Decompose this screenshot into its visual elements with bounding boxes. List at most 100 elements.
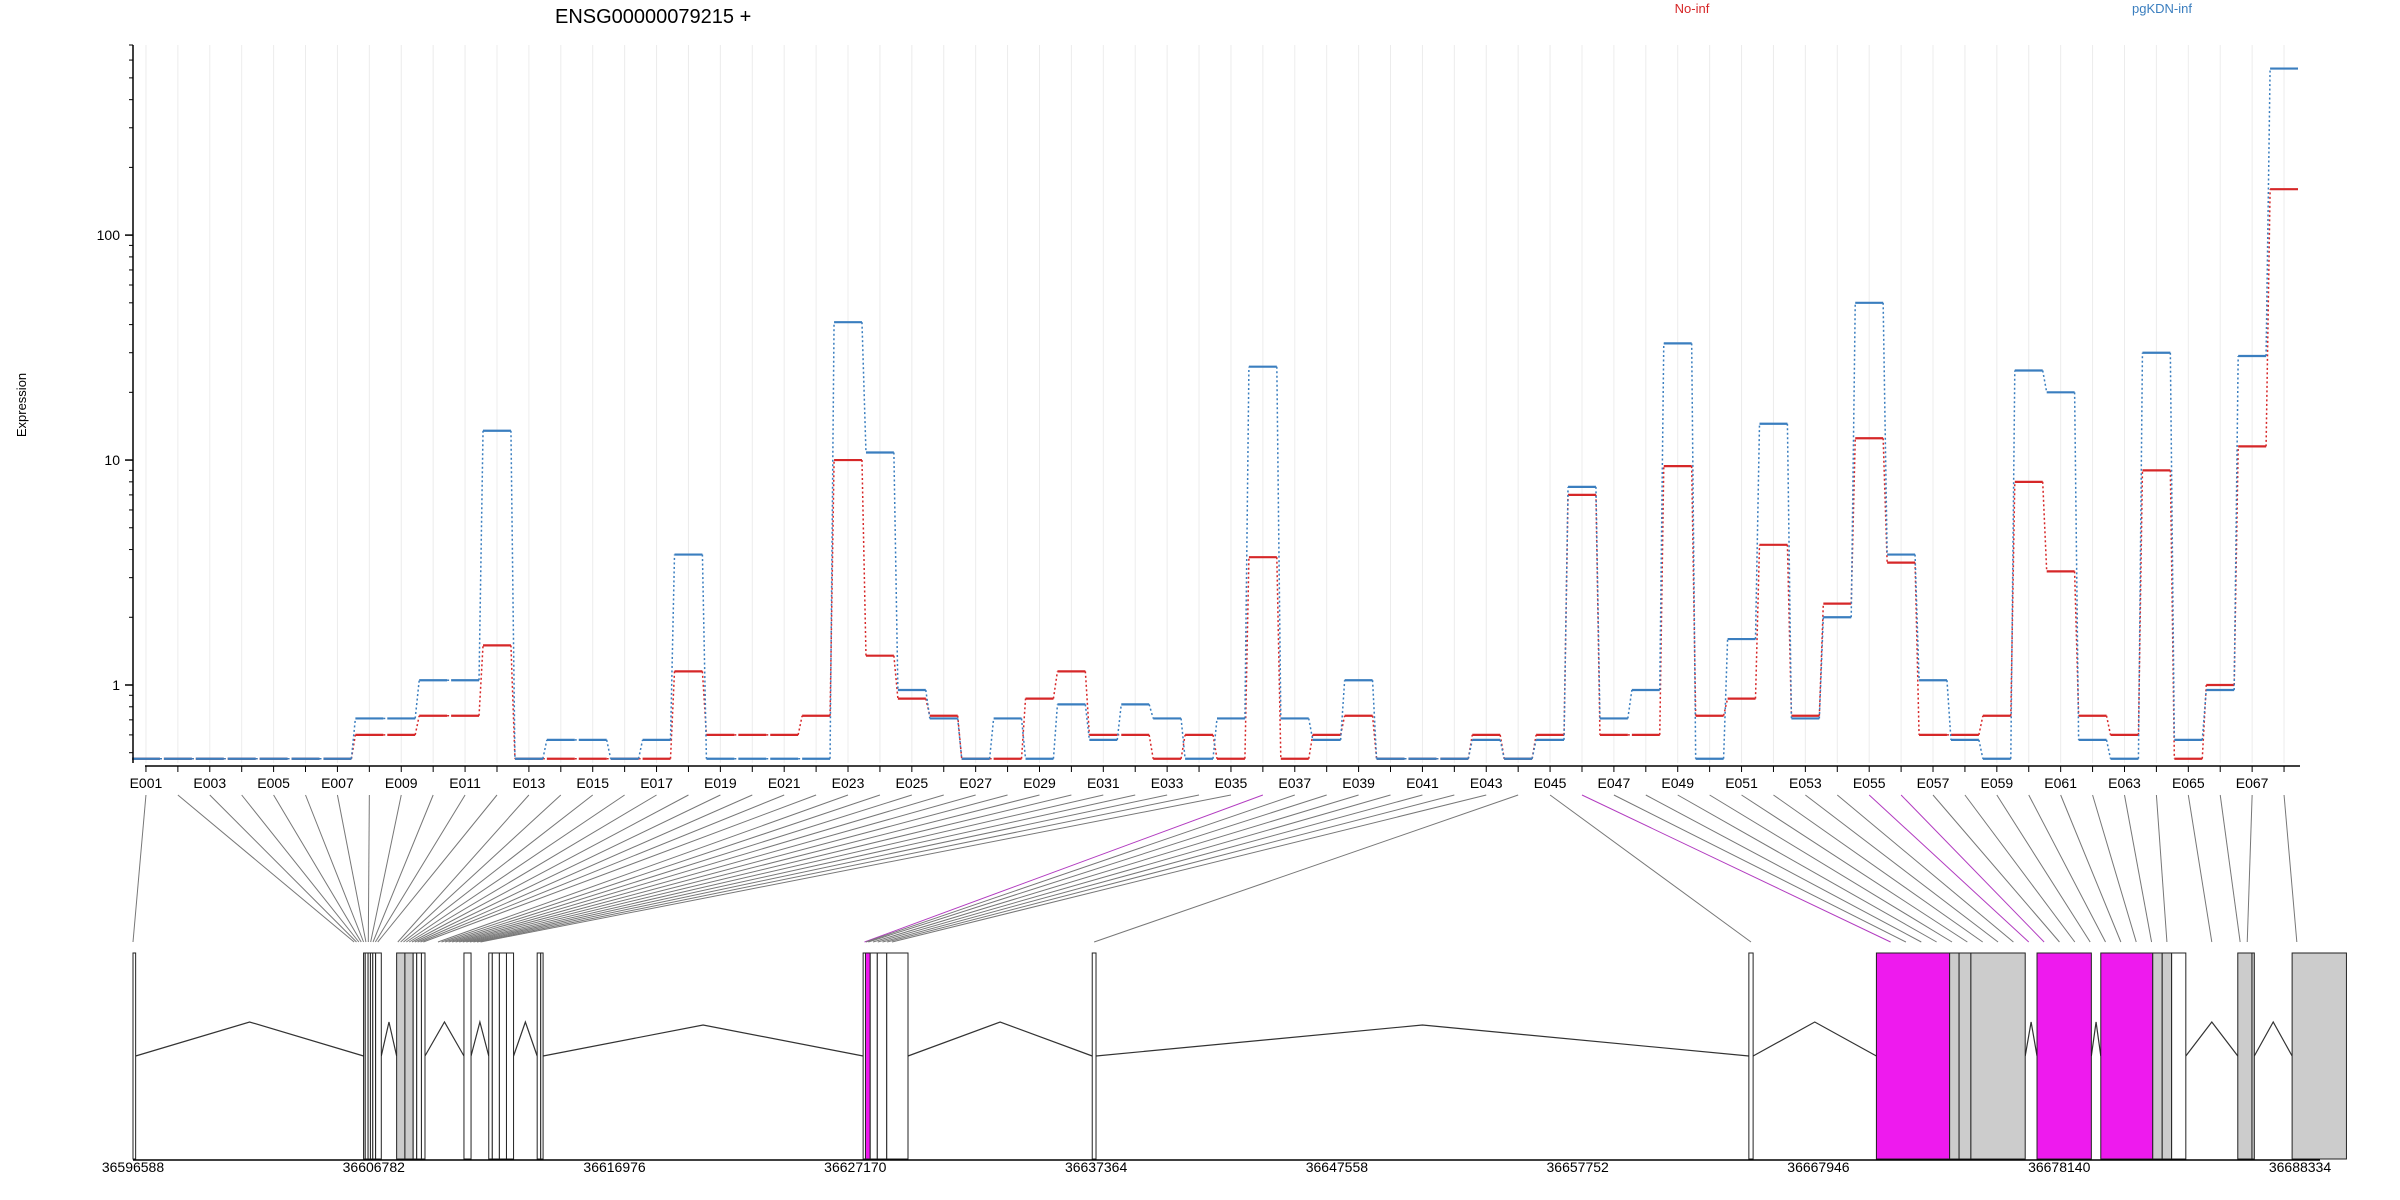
series-connector [797, 715, 803, 736]
x-tick-label: E001 [130, 775, 163, 791]
exon-mapping-line [1581, 794, 1891, 943]
x-tick-label: E011 [449, 775, 481, 791]
exon-mapping-line [455, 794, 1008, 943]
y-tick-label: 100 [97, 227, 121, 243]
intron-line [2024, 1021, 2038, 1057]
intron-line [512, 1020, 538, 1057]
exon-mapping-line [1093, 794, 1519, 943]
series-connector [1148, 734, 1154, 759]
exon-block [488, 952, 493, 1160]
genome-tick-label: 36688334 [2269, 1159, 2332, 1175]
exon-mapping-line [448, 794, 944, 943]
series-connector [2041, 481, 2048, 572]
exon-block [2291, 952, 2347, 1160]
genome-tick-label: 36647558 [1306, 1159, 1369, 1175]
series-connector [861, 322, 867, 453]
exon-mapping-line [423, 794, 817, 943]
genome-tick-label: 36637364 [1065, 1159, 1128, 1175]
exon-mapping-line [480, 794, 1232, 943]
x-tick-label: E067 [2236, 775, 2269, 791]
series-connector [2137, 470, 2144, 735]
x-tick-label: E033 [1151, 775, 1184, 791]
exon-mapping-line [408, 794, 657, 943]
series-connector [1786, 423, 1793, 719]
exon-block [1875, 952, 1951, 1160]
series-connector [1148, 704, 1154, 719]
series-connector [829, 460, 835, 716]
exon-mapping-line [441, 794, 881, 943]
exon-block [505, 952, 515, 1160]
intron-line [1095, 1024, 1749, 1057]
exon-block [375, 952, 382, 1160]
x-tick-label: E049 [1661, 775, 1694, 791]
exon-block [886, 952, 909, 1160]
series-connector [1882, 302, 1888, 555]
exon-mapping-line [462, 794, 1072, 943]
series-connector [414, 715, 420, 736]
series-connector [988, 718, 995, 759]
x-tick-label: E021 [768, 775, 801, 791]
exon-block [2251, 952, 2255, 1160]
exon-block [132, 952, 137, 1160]
exon-mapping-line [1996, 794, 2091, 943]
exon-block [412, 952, 418, 1160]
genome-axis: 36596588 36606782 36616976 36627170 36637364… [102, 1159, 2332, 1175]
x-tick-label: E015 [576, 775, 609, 791]
chart-title: ENSG00000079215 + [555, 6, 751, 28]
exon-mapping-line [1868, 794, 2030, 943]
exon-block [420, 952, 426, 1160]
exon-mapping-line [417, 794, 753, 943]
series-no-inf [132, 188, 2298, 760]
exon-mapping-line [2123, 794, 2153, 943]
series-connector [669, 671, 676, 759]
series-connector [1307, 718, 1314, 741]
x-tick-label: E057 [1917, 775, 1950, 791]
exon-mapping-line [872, 794, 1359, 943]
exon-mapping-line [1613, 794, 1907, 943]
exon-mapping-line [241, 794, 360, 943]
exon-block [416, 952, 422, 1160]
x-tick-label: E027 [959, 775, 992, 791]
exon-mapping-line [411, 794, 689, 943]
x-tick-label: E063 [2108, 775, 2141, 791]
exon-block [463, 952, 472, 1160]
series-connector [510, 645, 516, 759]
intron-line [2185, 1021, 2239, 1057]
exon-mapping-line [1900, 794, 2045, 943]
exon-mapping-line [877, 794, 1391, 943]
exon-block [2171, 952, 2187, 1160]
exon-mapping-line [2187, 794, 2213, 943]
series-connector [2233, 446, 2239, 686]
series-connector [925, 689, 931, 719]
series-connector [2073, 392, 2080, 740]
series-pgkdn-inf [132, 67, 2298, 760]
x-tick-label: E013 [513, 775, 546, 791]
plot-area [132, 67, 2298, 760]
series-connector [1339, 715, 1346, 736]
series-connector [1244, 557, 1250, 759]
exon-mapping-line [336, 794, 367, 943]
series-connector [2265, 68, 2271, 357]
series-connector [1690, 466, 1697, 716]
x-tick-label: E003 [193, 775, 226, 791]
genome-tick-label: 36596588 [102, 1159, 165, 1175]
exon-mapping-line [2246, 794, 2253, 943]
series-connector [1467, 739, 1474, 759]
x-tick-label: E039 [1342, 775, 1375, 791]
series-connector [478, 645, 484, 716]
series-connector [2105, 715, 2112, 736]
exon-mapping-line [420, 794, 785, 943]
genome-tick-label: 36657752 [1547, 1159, 1610, 1175]
x-tick-label: E061 [2044, 775, 2077, 791]
intron-line [2253, 1020, 2293, 1057]
series-connector [542, 739, 548, 759]
exon-block [2036, 952, 2092, 1160]
x-tick-label: E023 [832, 775, 865, 791]
series-connector [1276, 366, 1282, 719]
series-connector [861, 460, 867, 656]
series-connector [1786, 544, 1793, 716]
series-connector [2169, 352, 2176, 740]
series-connector [2137, 352, 2144, 759]
y-axis-label: Expression [14, 373, 29, 437]
exon-block [1970, 952, 2026, 1160]
